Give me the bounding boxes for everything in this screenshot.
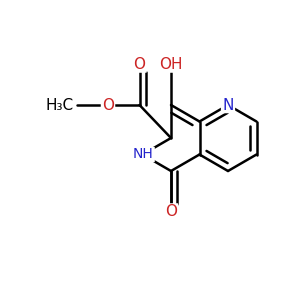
Text: O: O	[133, 57, 146, 72]
Text: H₃C: H₃C	[43, 98, 74, 112]
Text: O: O	[164, 204, 178, 219]
Text: O: O	[101, 98, 115, 112]
Text: O: O	[102, 98, 114, 112]
Text: O: O	[165, 204, 177, 219]
Text: N: N	[222, 98, 234, 112]
Text: N: N	[222, 98, 234, 112]
Text: NH: NH	[131, 148, 154, 161]
Text: OH: OH	[158, 57, 184, 72]
Text: NH: NH	[132, 148, 153, 161]
Text: OH: OH	[159, 57, 183, 72]
Text: O: O	[134, 57, 146, 72]
Text: H₃C: H₃C	[45, 98, 74, 112]
